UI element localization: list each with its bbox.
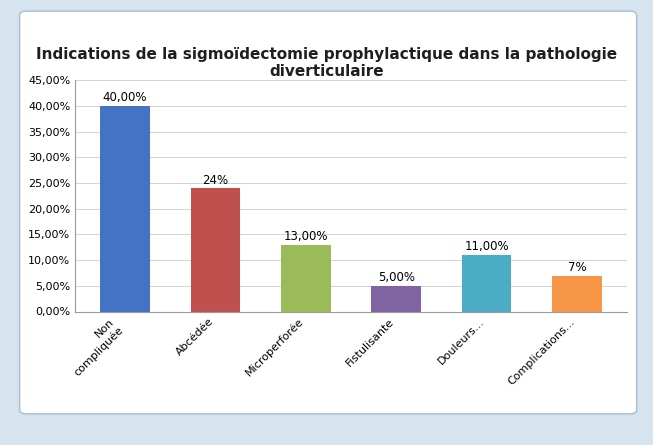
Text: 24%: 24% — [202, 174, 229, 186]
Bar — [372, 286, 421, 312]
Text: 7%: 7% — [567, 261, 586, 274]
Bar — [100, 106, 150, 312]
Text: 5,00%: 5,00% — [377, 271, 415, 284]
Bar — [281, 245, 330, 312]
Text: 13,00%: 13,00% — [283, 230, 328, 243]
Text: Indications de la sigmoïdectomie prophylactique dans la pathologie
diverticulair: Indications de la sigmoïdectomie prophyl… — [36, 47, 617, 79]
Bar — [462, 255, 511, 312]
Bar — [552, 275, 602, 311]
Text: 40,00%: 40,00% — [103, 91, 148, 104]
Bar — [191, 188, 240, 312]
Text: 11,00%: 11,00% — [464, 240, 509, 253]
